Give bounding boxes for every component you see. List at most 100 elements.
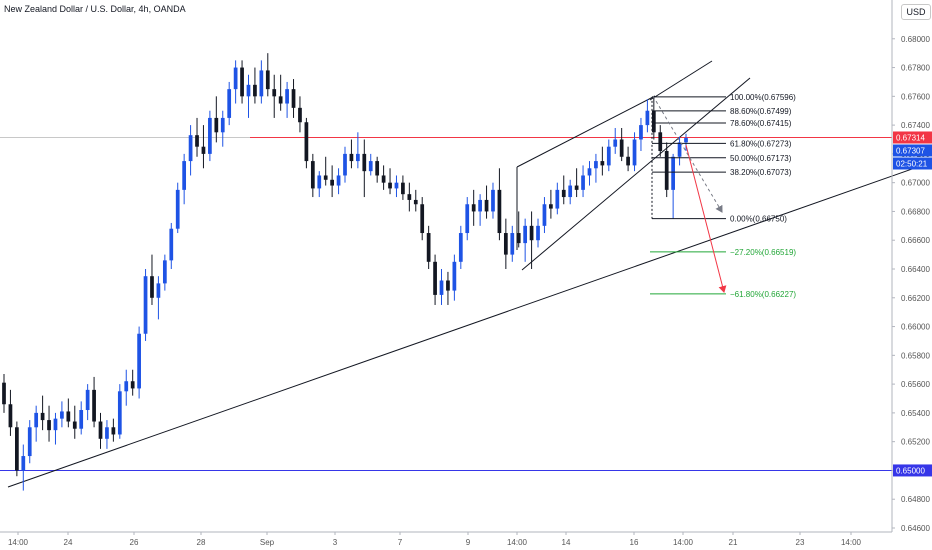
candle-down xyxy=(433,261,437,295)
candle-down xyxy=(195,135,199,147)
candle-up xyxy=(336,175,341,186)
candle-up xyxy=(53,418,58,431)
candle-down xyxy=(426,233,431,262)
candle-up xyxy=(536,225,540,241)
x-tick-label: 23 xyxy=(796,538,805,547)
x-tick-label: 14:00 xyxy=(8,538,29,547)
y-tick-label: 0.66800 xyxy=(901,207,930,216)
x-tick-label: 28 xyxy=(197,538,206,547)
candle-down xyxy=(574,185,579,190)
main-support-trendline[interactable] xyxy=(7,161,932,488)
candle-down xyxy=(471,204,476,212)
candle-down xyxy=(92,389,96,422)
candle-down xyxy=(446,280,450,291)
candle-down xyxy=(388,182,392,189)
current-price-label: 0.67307 xyxy=(896,146,925,155)
candle-up xyxy=(613,139,618,147)
candle-up xyxy=(60,411,64,419)
candle-down xyxy=(600,161,605,166)
x-tick-label: 7 xyxy=(398,538,403,547)
channel-lower-trendline[interactable] xyxy=(521,77,751,271)
candle-down xyxy=(310,161,315,189)
countdown-label-bg xyxy=(893,157,932,170)
candle-up xyxy=(208,117,212,154)
channel-upper-trendline[interactable] xyxy=(516,95,656,168)
candle-up xyxy=(227,89,232,118)
level-price-label-bg xyxy=(893,464,932,477)
x-tick-label: 14 xyxy=(562,538,571,547)
trendlines[interactable] xyxy=(7,60,932,488)
candle-up xyxy=(594,161,598,169)
candle-up xyxy=(124,381,129,392)
candle-up xyxy=(452,261,457,291)
candle-up xyxy=(27,427,32,457)
time-axis[interactable]: 14:00 24 26 28 Sep 3 7 9 14:00 14 16 14:00 21 23 14:00 xyxy=(8,532,862,547)
level-price-label: 0.65000 xyxy=(896,466,925,475)
candle-up xyxy=(317,175,322,189)
candle-up xyxy=(394,182,399,189)
fib-level-label: 61.80%(0.67273) xyxy=(730,139,792,148)
x-tick-label: 24 xyxy=(64,538,73,547)
candle-up xyxy=(85,389,90,411)
x-tick-label: 14:00 xyxy=(507,538,528,547)
fib-level-label: 50.00%(0.67173) xyxy=(730,154,792,163)
y-tick-label: 0.66600 xyxy=(901,236,930,245)
x-tick-label: 26 xyxy=(130,538,139,547)
channel-upper-extension[interactable] xyxy=(649,60,713,101)
candle-up xyxy=(478,199,482,212)
candle-up xyxy=(21,456,26,471)
candle-up xyxy=(581,175,585,190)
candle-up xyxy=(220,117,225,133)
fib-level-label: 88.60%(0.67499) xyxy=(730,107,792,116)
y-tick-label: 0.68000 xyxy=(901,35,930,44)
y-tick-label: 0.66200 xyxy=(901,294,930,303)
y-tick-label: 0.67800 xyxy=(901,64,930,73)
fib-level-label: 100.00%(0.67596) xyxy=(730,93,796,102)
candle-down xyxy=(651,110,656,133)
candle-up xyxy=(246,84,251,97)
y-tick-label: 0.65200 xyxy=(901,438,930,447)
y-tick-label: 0.65800 xyxy=(901,351,930,360)
candle-up xyxy=(34,412,39,428)
candle-up xyxy=(555,189,560,209)
candle-down xyxy=(561,189,566,198)
candle-down xyxy=(362,153,367,172)
candle-down xyxy=(626,156,630,166)
candle-up xyxy=(188,135,193,162)
y-tick-label: 0.66400 xyxy=(901,265,930,274)
fibonacci-levels[interactable]: 100.00%(0.67596) 88.60%(0.67499) 78.60%(0.… xyxy=(650,93,796,299)
candle-down xyxy=(265,70,270,90)
candle-down xyxy=(658,132,663,152)
candle-down xyxy=(291,89,296,108)
candle-down xyxy=(304,122,309,162)
candle-up xyxy=(169,228,174,261)
candle-down xyxy=(323,175,328,180)
candle-up xyxy=(259,70,264,97)
candle-down xyxy=(484,199,489,212)
candle-up xyxy=(137,333,141,389)
x-tick-label: 16 xyxy=(630,538,639,547)
fib-level-label: −27.20%(0.66519) xyxy=(730,248,796,257)
candle-up xyxy=(465,204,470,234)
price-axis[interactable]: 0.680000.678000.676000.674000.672000.670… xyxy=(892,35,930,533)
projection-arrows xyxy=(652,95,727,293)
x-tick-label: 14:00 xyxy=(841,538,862,547)
fib-level-label: 78.60%(0.67415) xyxy=(730,119,792,128)
candle-down xyxy=(330,179,334,186)
candle-up xyxy=(677,142,682,157)
level-price-label-bg xyxy=(893,131,932,144)
currency-button[interactable]: USD xyxy=(901,4,931,20)
candle-down xyxy=(2,382,6,405)
candles xyxy=(2,53,688,491)
candle-up xyxy=(523,225,528,244)
bearish-projection-arrow xyxy=(685,144,727,293)
y-tick-label: 0.65400 xyxy=(901,409,930,418)
countdown-label: 02:50:21 xyxy=(896,159,928,168)
candle-down xyxy=(497,189,502,234)
candle-down xyxy=(150,276,154,298)
candle-up xyxy=(684,138,688,143)
candle-up xyxy=(368,161,373,172)
candle-up xyxy=(491,189,495,212)
candle-down xyxy=(272,89,277,97)
